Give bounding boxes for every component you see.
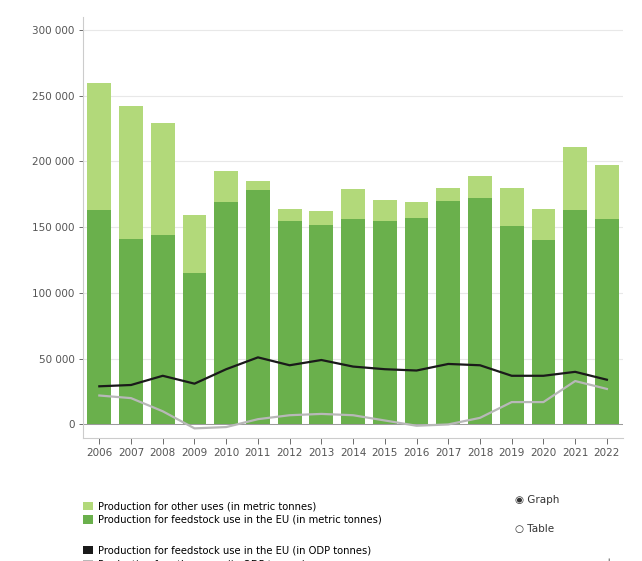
Text: ◉ Graph: ◉ Graph [515, 495, 559, 505]
Bar [437, 188, 460, 201]
Bar [373, 220, 397, 425]
Bar [563, 147, 587, 210]
Bar [341, 189, 365, 219]
Bar [404, 202, 428, 218]
Bar [151, 123, 175, 235]
Bar [468, 176, 492, 198]
Bar [246, 181, 270, 190]
Bar [87, 210, 111, 425]
Bar [595, 165, 619, 219]
Bar [532, 209, 555, 240]
Bar [373, 200, 397, 220]
Text: ↓: ↓ [604, 558, 614, 561]
Bar [309, 211, 333, 224]
Bar [214, 171, 238, 202]
Bar [468, 198, 492, 425]
Bar [278, 209, 302, 220]
Bar [595, 219, 619, 425]
Bar [532, 240, 555, 425]
Bar [182, 215, 206, 273]
Bar [246, 190, 270, 425]
Bar [309, 224, 333, 425]
Text: ○ Table: ○ Table [515, 524, 554, 534]
Bar [119, 239, 143, 425]
Bar [214, 202, 238, 425]
Bar [278, 220, 302, 425]
Bar [437, 201, 460, 425]
Bar [341, 219, 365, 425]
Legend: Production for feedstock use in the EU (in ODP tonnes), Production for other use: Production for feedstock use in the EU (… [83, 546, 371, 561]
Bar [404, 218, 428, 425]
Bar [500, 188, 524, 226]
Bar [182, 273, 206, 425]
Bar [151, 235, 175, 425]
Bar [563, 210, 587, 425]
Bar [500, 226, 524, 425]
Bar [87, 82, 111, 210]
Bar [119, 106, 143, 239]
